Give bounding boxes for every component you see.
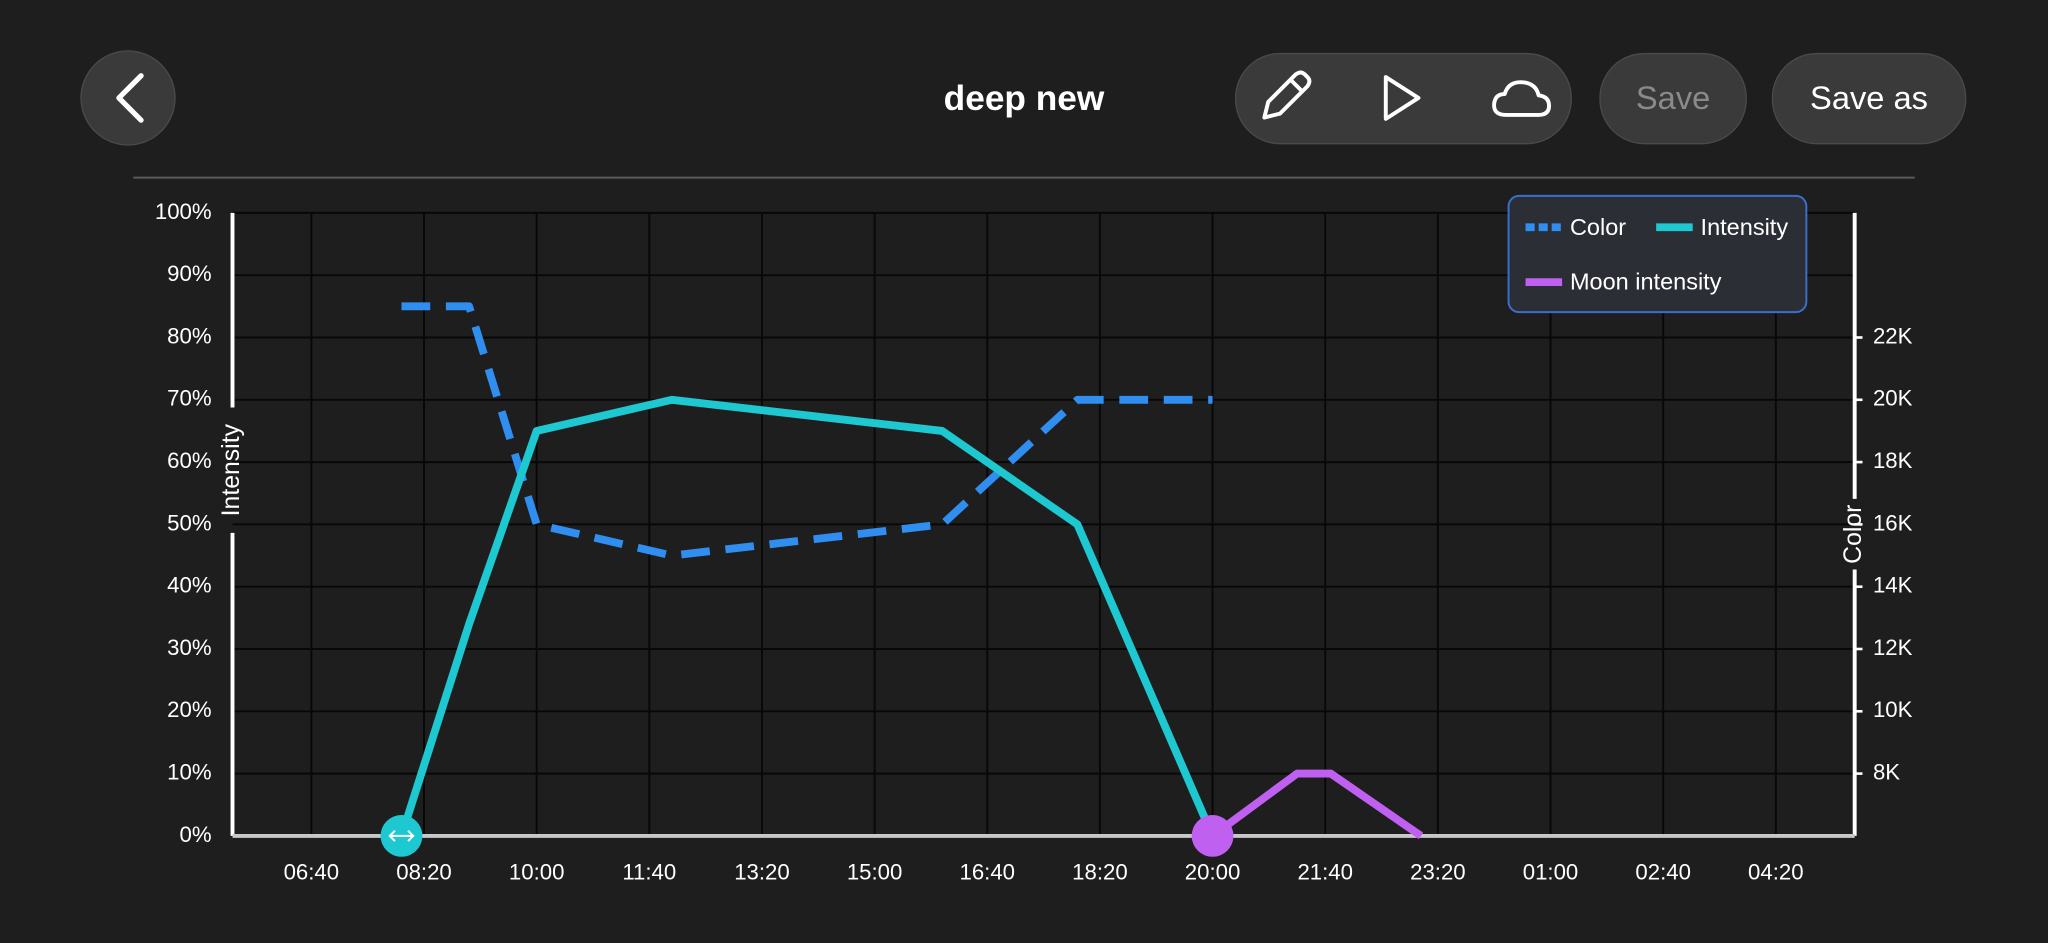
x-tick-label: 18:20 [1072,860,1128,885]
play-button[interactable] [1383,75,1421,121]
cloud-icon [1492,80,1552,117]
x-tick-label: 15:00 [847,860,903,885]
x-tick-label: 01:00 [1523,860,1579,885]
x-tick-label: 16:40 [960,860,1016,885]
handle-icon [388,829,415,842]
save-button-bg [1599,52,1747,145]
back-icon [116,73,144,123]
save-as-label: Save as [1810,79,1928,116]
save-button[interactable]: Save [1599,52,1747,145]
y-axis-title: Intensity [218,423,245,516]
pencil-icon [1262,70,1312,120]
y-tick-label: 70% [167,386,211,411]
x-tick-label: 13:20 [734,860,790,885]
legend-label: Color [1570,214,1626,240]
x-tick-label: 10:00 [509,860,565,885]
point-handle[interactable] [1191,815,1234,857]
y2-tick-label: 20K [1873,386,1913,411]
y-tick-label: 30% [167,635,211,660]
x-tick-label: 20:00 [1185,860,1241,885]
x-tick-label: 08:20 [396,860,452,885]
y2-tick-label: 22K [1873,323,1913,348]
y-tick-label: 10% [167,759,211,784]
save-label: Save [1636,79,1710,116]
chart: 0% 10% 20% 30% 40% 50% 60% 70% 80% 90% 100% 06:40 08… [155,194,1913,885]
legend-label: Intensity [1701,214,1789,240]
y-tick-label: 60% [167,448,211,473]
y-tick-label: 100% [155,199,212,224]
x-tick-label: 06:40 [284,860,340,885]
y2-tick-label: 10K [1873,697,1913,722]
x-tick-label: 21:40 [1297,860,1353,885]
y-tick-label: 90% [167,261,211,286]
x-tick-label: 02:40 [1635,860,1691,885]
edit-button[interactable] [1262,70,1312,120]
series-line [397,395,1217,838]
y2-tick-label: 16K [1873,510,1913,535]
series-line [401,302,1213,560]
y-tick-label: 40% [167,573,211,598]
series-line [1210,769,1424,840]
y-tick-label: 80% [167,323,211,348]
save-as-button[interactable]: Save as [1771,52,1967,145]
x-tick-label: 11:40 [622,860,676,885]
legend-label: Moon intensity [1570,269,1722,295]
y-tick-label: 0% [180,822,212,847]
y2-axis-title: Color [1840,505,1867,564]
legend-box [1507,194,1808,314]
play-icon [1383,75,1421,121]
title: deep new [944,79,1105,118]
y2-tick-label: 12K [1873,635,1913,660]
cloud-button[interactable] [1492,80,1552,117]
x-tick-label: 23:20 [1410,860,1466,885]
y2-tick-label: 14K [1873,573,1913,598]
y2-tick-label: 18K [1873,448,1913,473]
y-tick-label: 20% [167,697,211,722]
y-tick-label: 50% [167,510,211,535]
x-tick-label: 04:20 [1748,860,1804,885]
back-button-bg [80,50,176,146]
save-as-button-bg [1771,52,1967,145]
toolbar [1234,52,1572,145]
back-button[interactable] [80,50,176,146]
y2-tick-label: 8K [1873,759,1900,784]
